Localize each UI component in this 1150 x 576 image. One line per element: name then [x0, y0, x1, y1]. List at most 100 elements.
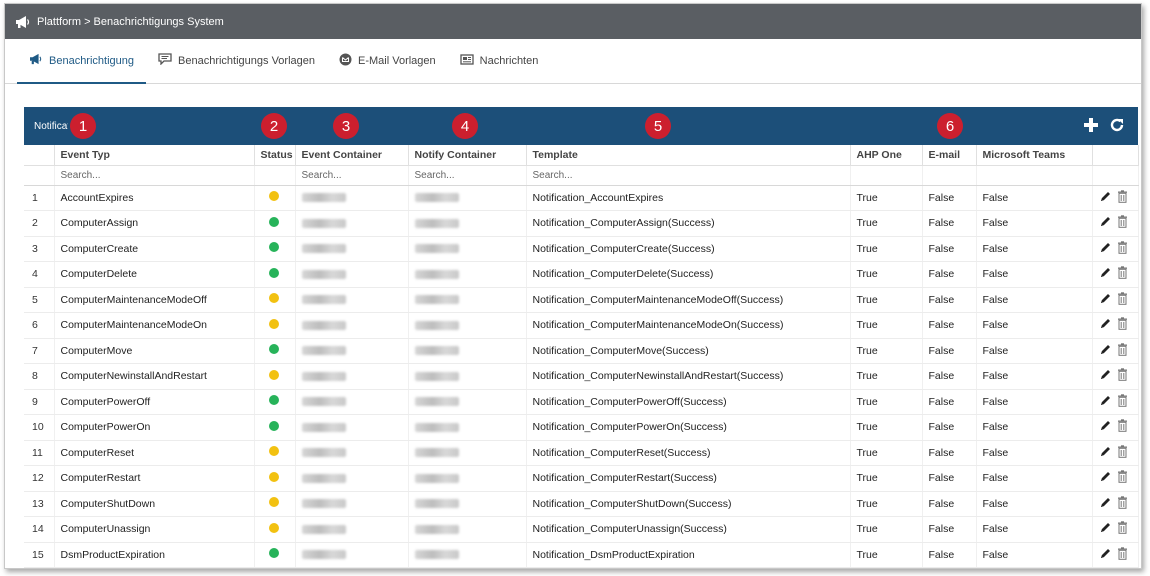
search-input-notify-container[interactable]	[408, 165, 525, 184]
table-row[interactable]: 12 ComputerRestart Notification_ComputerRe…	[24, 465, 1139, 492]
table-row[interactable]: 3 ComputerCreate Notification_ComputerCrea…	[24, 236, 1139, 262]
notify-container-cell	[408, 440, 527, 466]
trash-icon[interactable]	[1117, 419, 1128, 435]
row-actions	[1092, 491, 1139, 517]
redacted-value	[301, 371, 346, 381]
status-cell	[254, 210, 296, 237]
table-row[interactable]: 9 ComputerPowerOff Notification_ComputerPo…	[24, 389, 1139, 415]
pencil-icon[interactable]	[1099, 343, 1112, 359]
redacted-value	[301, 193, 346, 203]
trash-icon[interactable]	[1117, 445, 1128, 461]
template-cell: Notification_ComputerPowerOn(Success)	[526, 414, 851, 441]
trash-icon[interactable]	[1117, 190, 1128, 206]
row-actions	[1092, 465, 1139, 492]
tab-benachrichtigungs-vorlagen[interactable]: Benachrichtigungs Vorlagen	[146, 38, 327, 83]
tab-email-vorlagen[interactable]: E-Mail Vorlagen	[327, 38, 448, 83]
status-dot-icon	[268, 395, 279, 406]
ahp-one-cell: True	[850, 389, 923, 415]
table-row[interactable]: 2 ComputerAssign Notification_ComputerAssi…	[24, 210, 1139, 237]
trash-icon[interactable]	[1117, 317, 1128, 333]
ahp-one-cell: True	[850, 440, 923, 466]
pencil-icon[interactable]	[1099, 368, 1112, 384]
trash-icon[interactable]	[1117, 496, 1128, 512]
pencil-icon[interactable]	[1099, 266, 1112, 282]
pencil-icon[interactable]	[1099, 190, 1112, 206]
pencil-icon[interactable]	[1099, 470, 1112, 486]
row-actions	[1092, 287, 1139, 313]
speech-bubble-icon	[158, 53, 172, 68]
column-header-email[interactable]: E-mail	[922, 145, 977, 166]
microsoft-teams-cell: False	[976, 338, 1093, 364]
trash-icon[interactable]	[1117, 368, 1128, 384]
pencil-icon[interactable]	[1099, 292, 1112, 308]
table-row[interactable]: 10 ComputerPowerOn Notification_ComputerPo…	[24, 414, 1139, 441]
email-cell: False	[922, 414, 977, 441]
row-actions	[1092, 261, 1139, 288]
trash-icon[interactable]	[1117, 215, 1128, 231]
trash-icon[interactable]	[1117, 343, 1128, 359]
row-actions	[1092, 185, 1139, 211]
tab-benachrichtigung[interactable]: Benachrichtigung	[17, 38, 147, 84]
trash-icon[interactable]	[1117, 547, 1128, 563]
table-row[interactable]: 6 ComputerMaintenanceModeOn Notification_C…	[24, 312, 1139, 339]
trash-icon[interactable]	[1117, 470, 1128, 486]
trash-icon[interactable]	[1117, 292, 1128, 308]
column-header-ahp-one[interactable]: AHP One	[850, 145, 923, 166]
pencil-icon[interactable]	[1099, 521, 1112, 537]
redacted-value	[414, 524, 459, 534]
trash-icon[interactable]	[1117, 394, 1128, 410]
notify-container-cell	[408, 338, 527, 364]
table-row[interactable]: 11 ComputerReset Notification_ComputerRese…	[24, 440, 1139, 466]
pencil-icon[interactable]	[1099, 394, 1112, 410]
event-container-cell	[295, 465, 409, 492]
row-index: 10	[24, 414, 55, 441]
template-cell: Notification_ComputerUnassign(Success)	[526, 516, 851, 543]
plus-icon[interactable]	[1082, 116, 1100, 134]
status-dot-icon	[268, 497, 279, 508]
table-row[interactable]: 15 DsmProductExpiration Notification_DsmPr…	[24, 542, 1139, 568]
table-row[interactable]: 8 ComputerNewinstallAndRestart Notificatio…	[24, 363, 1139, 390]
ahp-one-cell: True	[850, 287, 923, 313]
search-input-event-typ[interactable]	[54, 165, 253, 184]
table-row[interactable]: 4 ComputerDelete Notification_ComputerDele…	[24, 261, 1139, 288]
pencil-icon[interactable]	[1099, 419, 1112, 435]
search-input-template[interactable]	[526, 165, 849, 184]
redacted-value	[414, 371, 459, 381]
column-header-notify-container[interactable]: Notify Container	[408, 145, 527, 166]
redacted-value	[414, 269, 459, 279]
column-header-microsoft-teams[interactable]: Microsoft Teams	[976, 145, 1093, 166]
row-index: 8	[24, 363, 55, 390]
search-input-event-container[interactable]	[295, 165, 407, 184]
ahp-one-cell: True	[850, 363, 923, 390]
table-row[interactable]: 14 ComputerUnassign Notification_ComputerU…	[24, 516, 1139, 543]
pencil-icon[interactable]	[1099, 241, 1112, 257]
column-header-status[interactable]: Status	[254, 145, 296, 166]
table-row[interactable]: 7 ComputerMove Notification_ComputerMove(S…	[24, 338, 1139, 364]
column-header-event-container[interactable]: Event Container	[295, 145, 409, 166]
table-row[interactable]: 1 AccountExpires Notification_AccountExpir…	[24, 185, 1139, 211]
column-header-event-typ[interactable]: Event Typ	[54, 145, 255, 166]
table-row[interactable]: 13 ComputerShutDown Notification_ComputerS…	[24, 491, 1139, 517]
pencil-icon[interactable]	[1099, 496, 1112, 512]
column-header-template[interactable]: Template	[526, 145, 851, 166]
pencil-icon[interactable]	[1099, 445, 1112, 461]
pencil-icon[interactable]	[1099, 317, 1112, 333]
event-container-cell	[295, 236, 409, 262]
redacted-value	[301, 320, 346, 330]
pencil-icon[interactable]	[1099, 547, 1112, 563]
tab-nachrichten[interactable]: Nachrichten	[448, 38, 551, 83]
trash-icon[interactable]	[1117, 241, 1128, 257]
ahp-one-cell: True	[850, 516, 923, 543]
event-typ-cell: ComputerRestart	[54, 465, 255, 492]
pencil-icon[interactable]	[1099, 215, 1112, 231]
table-row[interactable]: 5 ComputerMaintenanceModeOff Notification_…	[24, 287, 1139, 313]
megaphone-icon	[15, 15, 31, 29]
status-cell	[254, 261, 296, 288]
microsoft-teams-cell: False	[976, 185, 1093, 211]
trash-icon[interactable]	[1117, 521, 1128, 537]
status-cell	[254, 338, 296, 364]
trash-icon[interactable]	[1117, 266, 1128, 282]
status-cell	[254, 516, 296, 543]
refresh-icon[interactable]	[1108, 116, 1126, 134]
redacted-value	[414, 244, 459, 254]
